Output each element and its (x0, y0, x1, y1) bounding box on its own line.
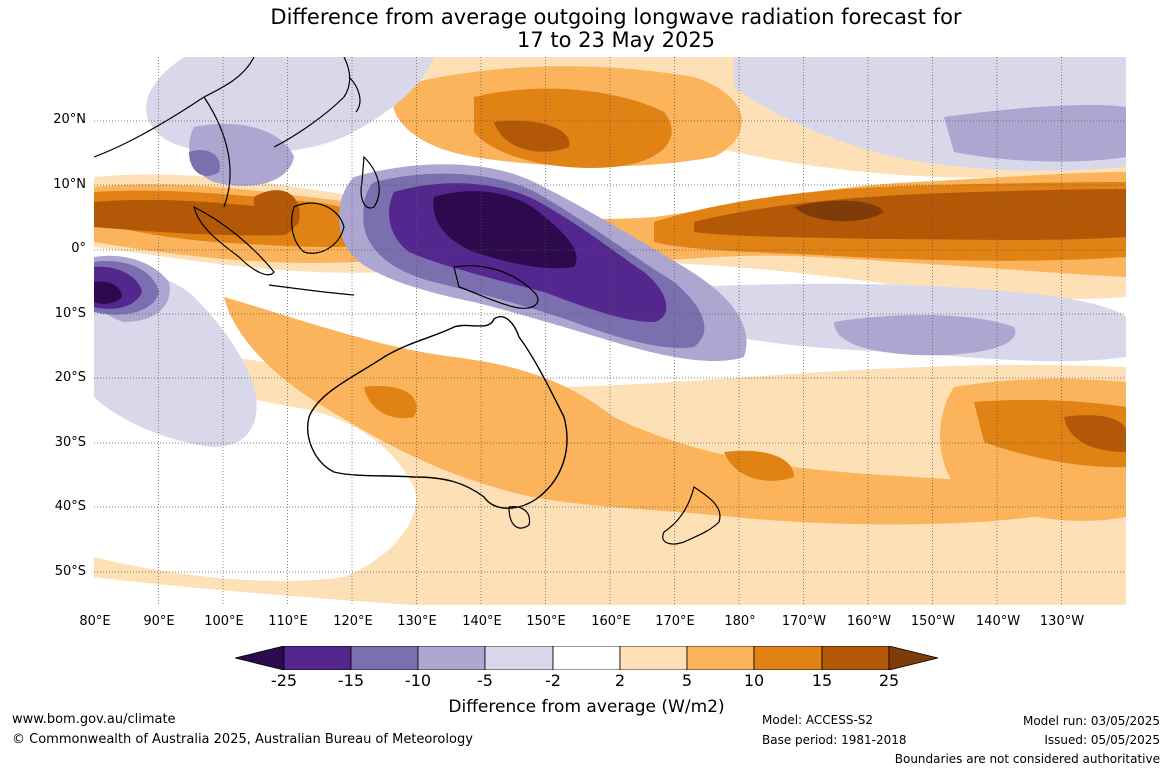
colorbar-tick: -2 (545, 671, 561, 690)
lon-label-150w: 150°W (910, 614, 956, 629)
lon-label-180: 180° (724, 614, 756, 629)
australia-coastline (307, 316, 568, 509)
anomaly-region-very-strong-positive (94, 199, 295, 236)
colorbar-segment (753, 646, 823, 670)
colorbar-segment-above (888, 646, 939, 670)
lon-label-150e: 150°E (526, 614, 566, 629)
lat-label-30s: 30°S (54, 435, 86, 450)
anomaly-region-strong-positive (724, 450, 794, 481)
anomaly-region-extreme-negative (94, 281, 122, 304)
colorbar-tick: 25 (878, 671, 900, 690)
anomaly-region-extreme-negative (433, 191, 577, 269)
lon-label-160w: 160°W (846, 614, 892, 629)
anomaly-region-strong-negative (189, 149, 220, 176)
colorbar-tick: 5 (681, 671, 693, 690)
colorbar-segment (821, 646, 890, 670)
sumatra-coastline (193, 205, 275, 276)
lon-label-140e: 140°E (462, 614, 502, 629)
colorbar-segment (619, 646, 688, 670)
lon-label-90e: 90°E (143, 614, 175, 629)
anomaly-region-weak-negative (146, 57, 434, 154)
anomaly-region-moderate-positive (224, 297, 1034, 525)
philippines-coastline (360, 155, 380, 209)
base-period: Base period: 1981-2018 (762, 733, 907, 747)
lat-label-40s: 40°S (54, 499, 86, 514)
tasmania-coastline (508, 506, 531, 529)
asia-mainland-coastline (94, 57, 351, 208)
colorbar-segment (552, 646, 621, 670)
anomaly-region-very-strong-positive (694, 189, 1126, 240)
lon-label-160e: 160°E (591, 614, 631, 629)
lon-label-170w: 170°W (781, 614, 827, 629)
lat-label-10s: 10°S (54, 306, 86, 321)
lon-label-130w: 130°W (1039, 614, 1085, 629)
anomaly-region-very-strong-positive (254, 190, 300, 232)
lat-label-20n: 20°N (53, 112, 86, 127)
borneo-coastline (291, 202, 345, 254)
anomaly-map (94, 57, 1126, 605)
lon-label-120e: 120°E (333, 614, 373, 629)
chart-title-line-1: Difference from average outgoing longwav… (270, 5, 962, 29)
anomaly-region-neutral (94, 577, 414, 605)
colorbar-tick: -5 (477, 671, 493, 690)
lat-label-10n: 10°N (53, 177, 86, 192)
website-link[interactable]: www.bom.gov.au/climate (12, 712, 176, 727)
model-run-date: Model run: 03/05/2025 (1022, 714, 1160, 728)
anomaly-region-very-strong-positive (494, 120, 570, 152)
colorbar-segment (350, 646, 419, 670)
colorbar-tick: -15 (337, 671, 365, 690)
anomaly-region-extreme-positive (794, 200, 884, 222)
copyright-text: © Commonwealth of Australia 2025, Austra… (12, 732, 473, 747)
java-coastline (268, 284, 355, 296)
chart-title-line-2: 17 to 23 May 2025 (516, 28, 716, 52)
colorbar-segment (686, 646, 755, 670)
colorbar-tick: 10 (743, 671, 765, 690)
model-name: Model: ACCESS-S2 (762, 713, 874, 727)
new-guinea-coastline (453, 265, 539, 309)
anomaly-region-strong-positive (364, 386, 417, 419)
anomaly-region-moderate-negative (834, 315, 1016, 356)
colorbar-segment (417, 646, 486, 670)
lon-label-80e: 80°E (79, 614, 111, 629)
colorbar-label: Difference from average (W/m2) (448, 697, 725, 717)
boundary-disclaimer: Boundaries are not considered authoritat… (894, 752, 1160, 766)
lat-label-50s: 50°S (54, 564, 86, 579)
japan-coastline (348, 76, 361, 113)
gridlines (94, 57, 1126, 605)
issued-date: Issued: 05/05/2025 (1044, 733, 1160, 747)
lat-label-equator: 0° (71, 241, 86, 256)
colorbar (235, 646, 939, 670)
colorbar-segment (283, 646, 352, 670)
lon-label-100e: 100°E (204, 614, 244, 629)
lon-label-170e: 170°E (655, 614, 695, 629)
lon-label-140w: 140°W (975, 614, 1021, 629)
anomaly-region-moderate-negative (944, 105, 1126, 162)
colorbar-segment-below (235, 646, 285, 670)
lon-label-110e: 110°E (268, 614, 308, 629)
anomaly-region-very-strong-positive (1064, 415, 1126, 452)
new-zealand-coastline (662, 486, 721, 545)
anomaly-map-svg (94, 57, 1126, 605)
lon-label-130e: 130°E (397, 614, 437, 629)
colorbar-tick: -10 (404, 671, 432, 690)
lat-label-20s: 20°S (54, 370, 86, 385)
colorbar-tick: 2 (614, 671, 626, 690)
colorbar-segment (484, 646, 554, 670)
colorbar-tick: -25 (270, 671, 298, 690)
colorbar-tick: 15 (811, 671, 833, 690)
